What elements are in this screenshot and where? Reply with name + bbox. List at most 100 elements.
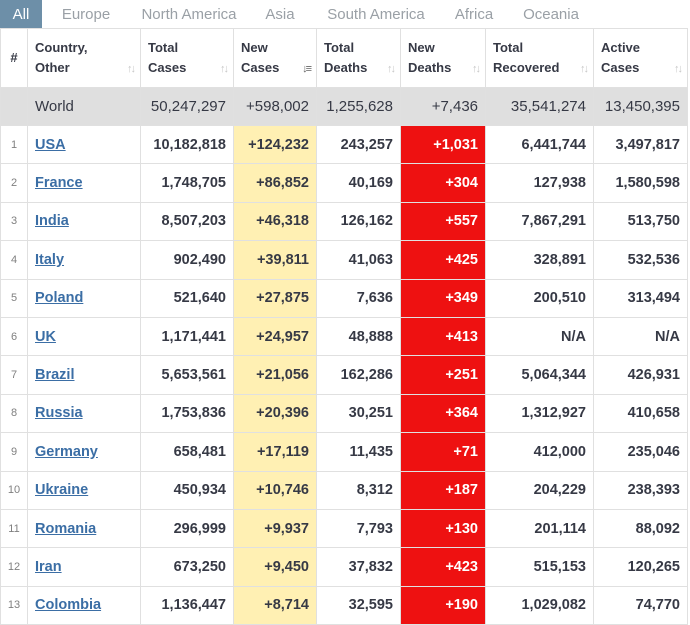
total-cases: 902,490 [140,240,234,280]
total-cases: 1,171,441 [140,316,234,357]
total-cases: 5,653,561 [140,355,234,395]
world-new-deaths: +7,436 [400,87,486,126]
table-row: 9 Germany 658,481 +17,119 11,435 +71 412,000 23… [0,432,688,472]
world-row: World 50,247,297 +598,002 1,255,628 +7,4… [0,87,688,126]
header-country[interactable]: Country, Other ↑↓ [27,28,141,88]
country-link[interactable]: Iran [35,558,62,575]
country-link[interactable]: UK [35,328,56,345]
country-link[interactable]: Brazil [35,367,75,384]
total-cases: 1,753,836 [140,393,234,434]
tab-oceania[interactable]: Oceania [523,5,579,23]
new-deaths: +1,031 [400,124,486,165]
header-total-deaths[interactable]: Total Deaths ↑↓ [316,28,401,88]
country-link[interactable]: USA [35,136,66,153]
total-deaths: 32,595 [316,585,401,625]
country-link[interactable]: France [35,175,83,192]
new-cases: +8,714 [233,585,317,625]
total-cases: 1,748,705 [140,163,234,203]
row-index: 6 [0,316,28,357]
header-index-label: # [10,50,18,65]
row-index: 5 [0,278,28,318]
sort-desc-icon[interactable]: ↓≡ [302,63,312,75]
world-total-recovered: 35,541,274 [485,87,594,126]
country-name: Iran [27,547,141,587]
header-country-line1: Country, [35,40,88,55]
header-total-cases-line2: Cases [148,60,187,75]
country-link[interactable]: Poland [35,290,84,307]
tab-all[interactable]: All [0,0,42,28]
new-cases: +9,450 [233,547,317,587]
total-recovered: 1,029,082 [485,585,594,625]
total-deaths: 243,257 [316,124,401,165]
tab-asia[interactable]: Asia [265,5,295,23]
total-deaths: 126,162 [316,201,401,242]
country-link[interactable]: India [35,213,69,230]
country-link[interactable]: Colombia [35,597,102,614]
header-active-cases[interactable]: Active Cases ↑↓ [593,28,688,88]
sort-icon[interactable]: ↑↓ [387,63,396,75]
total-deaths: 48,888 [316,316,401,357]
country-link[interactable]: Russia [35,405,83,422]
country-link[interactable]: Romania [35,520,97,537]
country-name: France [27,163,141,203]
total-cases: 1,136,447 [140,585,234,625]
tab-europe[interactable]: Europe [61,5,111,23]
header-total-recovered[interactable]: Total Recovered ↑↓ [485,28,594,88]
sort-icon[interactable]: ↑↓ [127,63,136,75]
country-link[interactable]: Italy [35,251,65,268]
total-recovered: 328,891 [485,240,594,280]
tab-africa[interactable]: Africa [454,5,494,23]
new-deaths: +349 [400,278,486,318]
total-deaths: 40,169 [316,163,401,203]
new-deaths: +364 [400,393,486,434]
total-recovered: 5,064,344 [485,355,594,395]
new-cases: +10,746 [233,470,317,510]
sort-icon[interactable]: ↑↓ [580,63,589,75]
active-cases: 426,931 [593,355,688,395]
country-link[interactable]: Ukraine [35,482,89,499]
row-index: 2 [0,163,28,203]
row-index: 10 [0,470,28,510]
total-cases: 673,250 [140,547,234,587]
header-new-cases[interactable]: New Cases ↓≡ [233,28,317,88]
header-new-deaths-line2: Deaths [408,60,452,75]
total-recovered: 201,114 [485,508,594,549]
active-cases: 120,265 [593,547,688,587]
table-row: 4 Italy 902,490 +39,811 41,063 +425 328,891 532… [0,240,688,280]
country-name: Brazil [27,355,141,395]
new-deaths: +251 [400,355,486,395]
table-row: 10 Ukraine 450,934 +10,746 8,312 +187 204,229 2… [0,470,688,510]
sort-icon[interactable]: ↑↓ [472,63,481,75]
row-index: 8 [0,393,28,434]
sort-icon[interactable]: ↑↓ [674,63,683,75]
tab-north-america[interactable]: North America [141,5,237,23]
total-cases: 296,999 [140,508,234,549]
new-deaths: +425 [400,240,486,280]
row-index: 7 [0,355,28,395]
country-link[interactable]: Germany [35,443,98,460]
tab-south-america[interactable]: South America [327,5,425,23]
header-new-deaths-line1: New [408,40,435,55]
new-cases: +24,957 [233,316,317,357]
total-deaths: 7,793 [316,508,401,549]
country-name: Russia [27,393,141,434]
header-new-deaths[interactable]: New Deaths ↑↓ [400,28,486,88]
header-active-cases-line1: Active [601,40,641,55]
total-recovered: 1,312,927 [485,393,594,434]
total-cases: 8,507,203 [140,201,234,242]
header-total-recovered-line1: Total [493,40,524,55]
total-recovered: 127,938 [485,163,594,203]
header-index[interactable]: # [0,28,28,88]
sort-icon[interactable]: ↑↓ [220,63,229,75]
total-cases: 658,481 [140,432,234,472]
new-deaths: +190 [400,585,486,625]
table-row: 1 USA 10,182,818 +124,232 243,257 +1,031 6,441… [0,124,688,165]
header-total-cases[interactable]: Total Cases ↑↓ [140,28,234,88]
row-index: 3 [0,201,28,242]
new-cases: +21,056 [233,355,317,395]
total-recovered: 204,229 [485,470,594,510]
total-deaths: 162,286 [316,355,401,395]
world-total-deaths: 1,255,628 [316,87,401,126]
total-recovered: 7,867,291 [485,201,594,242]
header-new-cases-line2: Cases [241,60,280,75]
